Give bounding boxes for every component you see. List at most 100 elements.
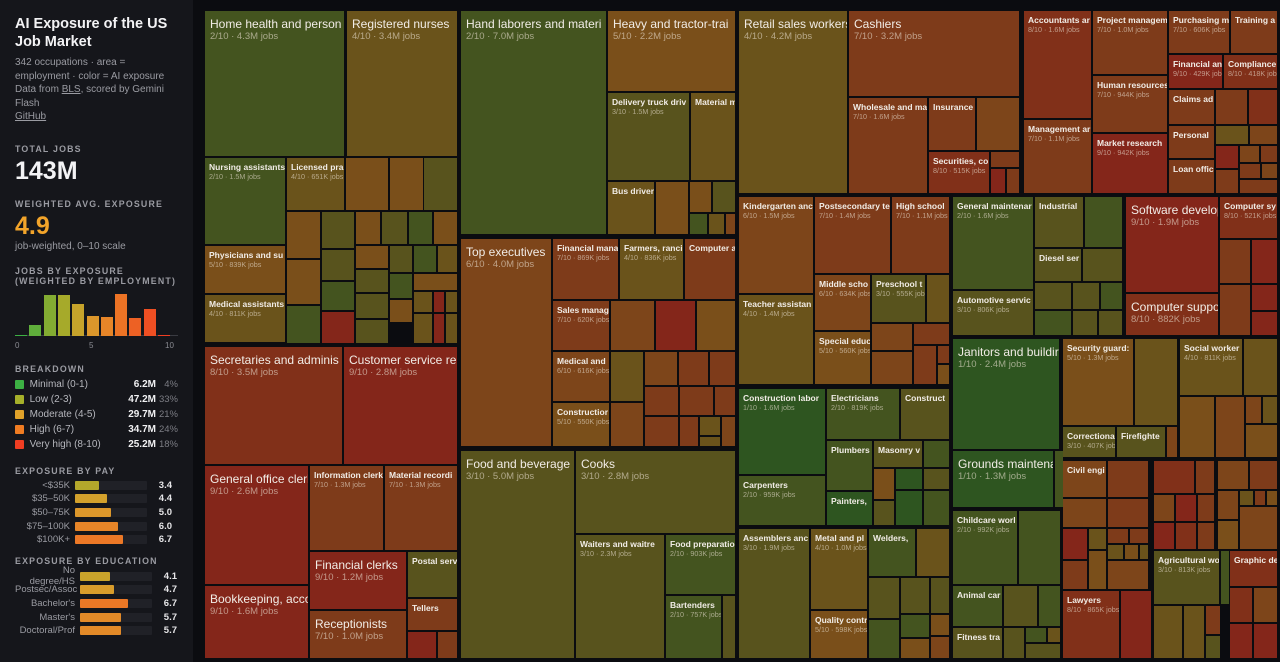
treemap-tile[interactable]: Project managem 7/10 · 1.0M jobs <box>1093 11 1167 74</box>
treemap-tile[interactable] <box>726 214 735 234</box>
treemap-tile[interactable]: Fitness tra <box>953 628 1002 658</box>
treemap-tile[interactable] <box>409 212 432 244</box>
bls-link[interactable]: BLS <box>61 84 81 95</box>
treemap-tile[interactable]: Bartenders 2/10 · 757K jobs <box>666 596 721 658</box>
treemap-tile[interactable] <box>1004 586 1037 626</box>
treemap-tile[interactable] <box>723 596 735 658</box>
treemap-tile[interactable]: Physicians and su 5/10 · 839K jobs <box>205 246 285 293</box>
treemap-tile[interactable]: Postsecondary te 7/10 · 1.4M jobs <box>815 197 890 273</box>
treemap-tile[interactable] <box>1216 126 1248 144</box>
treemap-tile[interactable]: Bus driver <box>608 182 654 234</box>
treemap-tile[interactable]: Licensed pra 4/10 · 651K jobs <box>287 158 344 210</box>
treemap-tile[interactable] <box>1240 491 1253 505</box>
treemap-tile[interactable] <box>1218 491 1238 519</box>
treemap-tile[interactable]: Medical assistants 4/10 · 811K jobs <box>205 295 285 342</box>
treemap-tile[interactable] <box>656 301 695 350</box>
treemap-tile[interactable] <box>438 246 457 272</box>
treemap-tile[interactable]: Tellers <box>408 599 457 630</box>
treemap-tile[interactable]: Delivery truck driv 3/10 · 1.5M jobs <box>608 93 689 180</box>
treemap-tile[interactable] <box>356 294 388 318</box>
treemap-tile[interactable]: Receptionists 7/10 · 1.0M jobs <box>310 611 406 658</box>
treemap-tile[interactable] <box>1176 523 1196 549</box>
treemap-tile[interactable]: Top executives 6/10 · 4.0M jobs <box>461 239 551 446</box>
treemap-tile[interactable] <box>1246 425 1277 457</box>
treemap-tile[interactable]: Computer sy 8/10 · 521K jobs <box>1220 197 1277 238</box>
treemap-tile[interactable]: Heavy and tractor-trai 5/10 · 2.2M jobs <box>608 11 735 91</box>
treemap-tile[interactable]: Civil engi <box>1063 461 1106 497</box>
treemap-tile[interactable]: Retail sales workers 4/10 · 4.2M jobs <box>739 11 847 193</box>
treemap-tile[interactable] <box>390 274 412 298</box>
treemap-tile[interactable]: Security guard: 5/10 · 1.3M jobs <box>1063 339 1133 425</box>
treemap-tile[interactable] <box>901 578 929 613</box>
treemap-tile[interactable] <box>656 182 688 234</box>
treemap-tile[interactable] <box>414 292 432 312</box>
treemap-tile[interactable] <box>1026 644 1060 658</box>
treemap-tile[interactable]: Construction labor 1/10 · 1.6M jobs <box>739 389 825 474</box>
treemap-tile[interactable] <box>901 639 929 658</box>
treemap-tile[interactable] <box>645 417 678 446</box>
treemap-tile[interactable] <box>1154 523 1174 549</box>
treemap-tile[interactable]: Social worker 4/10 · 811K jobs <box>1180 339 1242 395</box>
treemap-tile[interactable] <box>700 417 720 435</box>
treemap-tile[interactable] <box>356 270 388 292</box>
treemap-tile[interactable] <box>1254 588 1277 622</box>
treemap-tile[interactable] <box>414 274 457 290</box>
treemap-tile[interactable]: Correctional 3/10 · 407K jobs <box>1063 427 1115 457</box>
treemap-tile[interactable] <box>977 98 1019 150</box>
treemap-tile[interactable] <box>1019 511 1060 584</box>
treemap-tile[interactable]: Automotive servic 3/10 · 806K jobs <box>953 291 1033 335</box>
treemap-tile[interactable] <box>1250 461 1277 489</box>
treemap-tile[interactable] <box>1254 624 1277 658</box>
treemap-tile[interactable] <box>991 169 1005 193</box>
treemap-tile[interactable] <box>1198 523 1214 549</box>
treemap-tile[interactable]: Medical and 6/10 · 616K jobs <box>553 352 609 401</box>
treemap-tile[interactable] <box>924 441 949 467</box>
treemap-tile[interactable]: Home health and person 2/10 · 4.3M jobs <box>205 11 344 156</box>
treemap-tile[interactable] <box>1048 628 1060 642</box>
treemap-tile[interactable] <box>722 417 735 446</box>
treemap-tile[interactable] <box>1252 285 1277 310</box>
treemap-tile[interactable] <box>869 578 899 618</box>
treemap-tile[interactable] <box>1099 311 1122 335</box>
treemap-tile[interactable] <box>680 417 698 446</box>
treemap-tile[interactable]: Food preparatio 2/10 · 903K jobs <box>666 535 735 594</box>
treemap-tile[interactable]: Masonry v <box>874 441 922 467</box>
treemap-tile[interactable] <box>938 346 949 363</box>
treemap-tile[interactable] <box>1167 427 1177 457</box>
github-link[interactable]: GitHub <box>15 111 47 122</box>
treemap-tile[interactable]: Cooks 3/10 · 2.8M jobs <box>576 451 735 533</box>
treemap-tile[interactable] <box>322 312 354 343</box>
treemap-tile[interactable] <box>1073 311 1097 335</box>
treemap-tile[interactable] <box>645 387 678 415</box>
treemap-tile[interactable] <box>1255 491 1265 505</box>
treemap-tile[interactable]: Accountants ar 8/10 · 1.6M jobs <box>1024 11 1091 118</box>
treemap-tile[interactable]: Assemblers anc 3/10 · 1.9M jobs <box>739 529 809 658</box>
treemap-tile[interactable]: Financial mana 7/10 · 869K jobs <box>553 239 618 299</box>
treemap-tile[interactable] <box>1154 461 1194 493</box>
treemap-tile[interactable]: Special educ 5/10 · 560K jobs <box>815 332 870 384</box>
treemap-tile[interactable]: High school 7/10 · 1.1M jobs <box>892 197 949 273</box>
treemap-tile[interactable] <box>1108 461 1148 497</box>
treemap-tile[interactable] <box>917 529 949 576</box>
treemap-tile[interactable] <box>414 246 436 272</box>
treemap-tile[interactable] <box>645 352 677 385</box>
treemap-tile[interactable] <box>322 250 354 280</box>
treemap-tile[interactable] <box>1216 90 1247 124</box>
treemap-tile[interactable]: Firefighte <box>1117 427 1165 457</box>
treemap-tile[interactable] <box>1261 146 1277 162</box>
treemap-tile[interactable] <box>356 246 388 268</box>
treemap-tile[interactable] <box>1026 628 1046 642</box>
treemap-tile[interactable] <box>1089 551 1106 589</box>
treemap-tile[interactable] <box>1216 397 1244 457</box>
treemap-tile[interactable] <box>1218 461 1248 489</box>
treemap-tile[interactable] <box>1085 197 1122 247</box>
treemap-tile[interactable] <box>438 632 457 658</box>
treemap-tile[interactable]: Registered nurses 4/10 · 3.4M jobs <box>347 11 457 156</box>
treemap-tile[interactable] <box>346 158 388 210</box>
treemap-tile[interactable] <box>1252 312 1277 335</box>
treemap-tile[interactable] <box>1184 606 1204 658</box>
treemap-tile[interactable] <box>914 346 936 384</box>
treemap-tile[interactable]: Preschool t 3/10 · 555K jobs <box>872 275 925 322</box>
treemap-tile[interactable] <box>1198 495 1214 521</box>
treemap-tile[interactable] <box>924 491 949 525</box>
